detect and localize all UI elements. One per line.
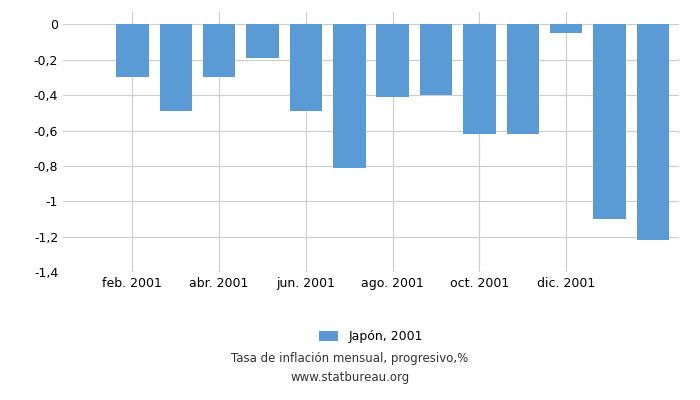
Bar [594,24,626,219]
Bar [420,24,452,95]
Bar [637,24,669,240]
Bar [160,24,192,111]
Bar [377,24,409,97]
Bar [550,24,582,33]
Text: Tasa de inflación mensual, progresivo,%
www.statbureau.org: Tasa de inflación mensual, progresivo,% … [232,352,468,384]
Bar [507,24,539,134]
Bar [246,24,279,58]
Bar [333,24,365,168]
Bar [203,24,235,78]
Bar [290,24,322,111]
Bar [116,24,148,78]
Bar [463,24,496,134]
Legend: Japón, 2001: Japón, 2001 [314,325,428,348]
